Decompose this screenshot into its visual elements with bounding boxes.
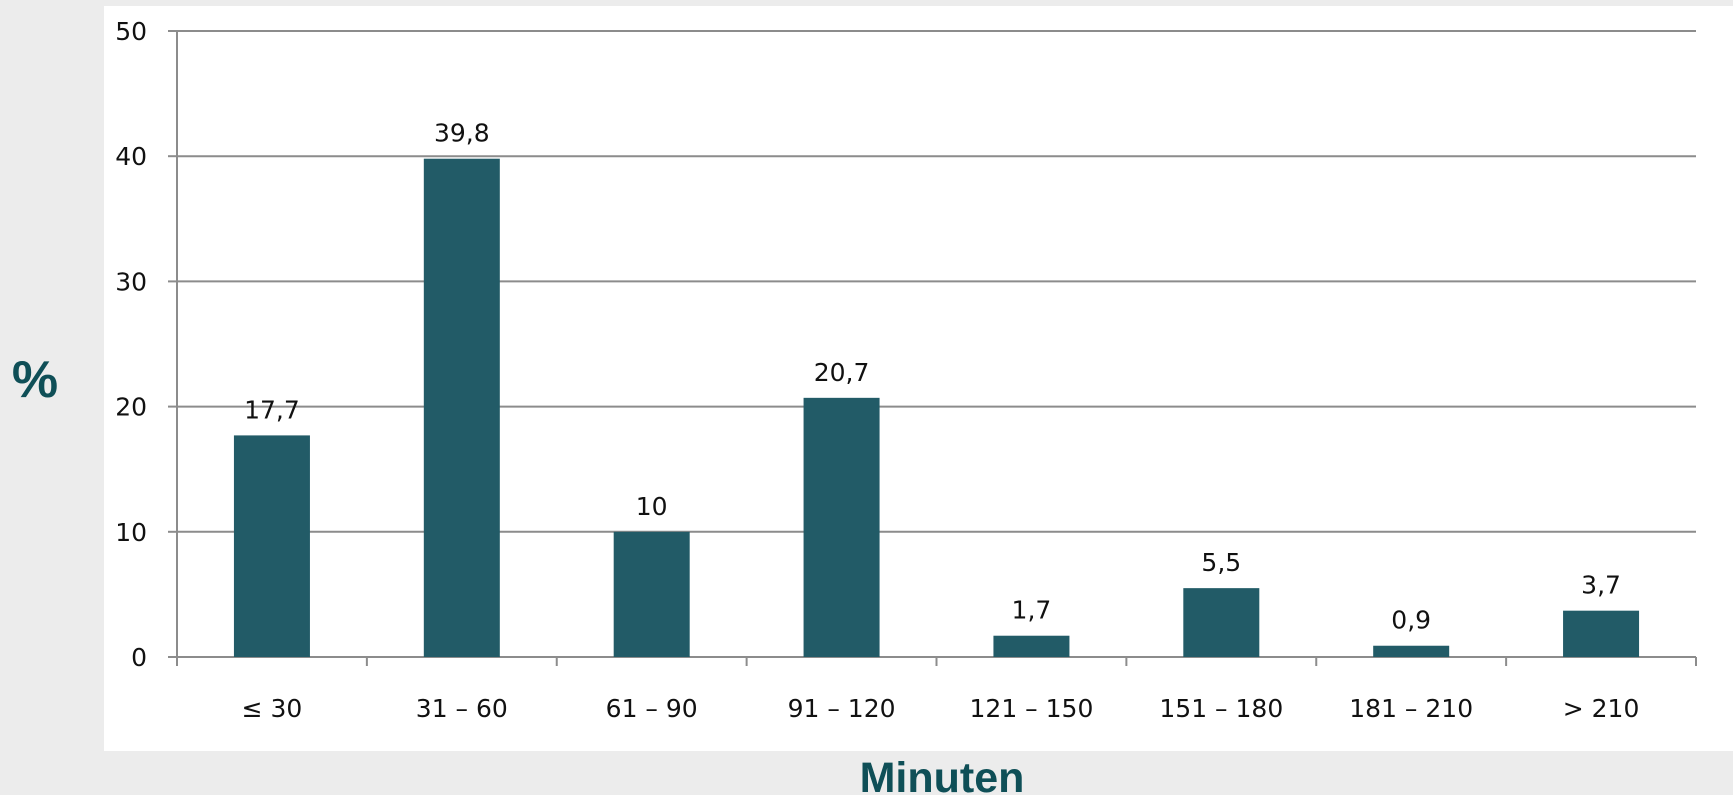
y-axis-title: % <box>12 351 58 409</box>
x-tick-label: 181 – 210 <box>1349 694 1473 723</box>
x-tick-label: 121 – 150 <box>970 694 1094 723</box>
y-tick-label: 40 <box>115 142 147 171</box>
bar <box>613 531 690 657</box>
y-tick-label: 50 <box>115 17 147 46</box>
bar-value-label: 5,5 <box>1201 548 1241 577</box>
bar-value-label: 0,9 <box>1391 606 1431 635</box>
bar <box>993 635 1070 657</box>
y-tick-label: 20 <box>115 393 147 422</box>
x-tick-label: 91 – 120 <box>788 694 896 723</box>
bar <box>803 397 880 657</box>
x-axis-title: Minuten <box>860 754 1025 795</box>
bar-value-label: 10 <box>636 492 668 521</box>
bar <box>1183 588 1260 657</box>
bar-value-label: 3,7 <box>1581 571 1621 600</box>
bars <box>233 158 1640 658</box>
bar <box>233 435 310 657</box>
x-tick-label: ≤ 30 <box>242 694 303 723</box>
bar <box>1373 645 1450 657</box>
y-tick-label: 0 <box>131 643 147 672</box>
x-tick-label: > 210 <box>1563 694 1640 723</box>
bar-value-label: 17,7 <box>244 395 300 424</box>
bar-value-label: 1,7 <box>1012 596 1052 625</box>
y-tick-label: 10 <box>115 518 147 547</box>
x-tick-label: 61 – 90 <box>606 694 698 723</box>
bar-value-label: 39,8 <box>434 119 490 148</box>
x-tick-label: 151 – 180 <box>1159 694 1283 723</box>
bar-value-label: 20,7 <box>814 358 870 387</box>
x-tick-label: 31 – 60 <box>416 694 508 723</box>
bar <box>1563 610 1640 657</box>
bar <box>423 158 500 658</box>
y-tick-label: 30 <box>115 267 147 296</box>
plot-background <box>104 6 1733 751</box>
data-labels: 17,7 39,8 10 20,7 1,7 5,5 0,9 3,7 <box>244 119 1621 635</box>
